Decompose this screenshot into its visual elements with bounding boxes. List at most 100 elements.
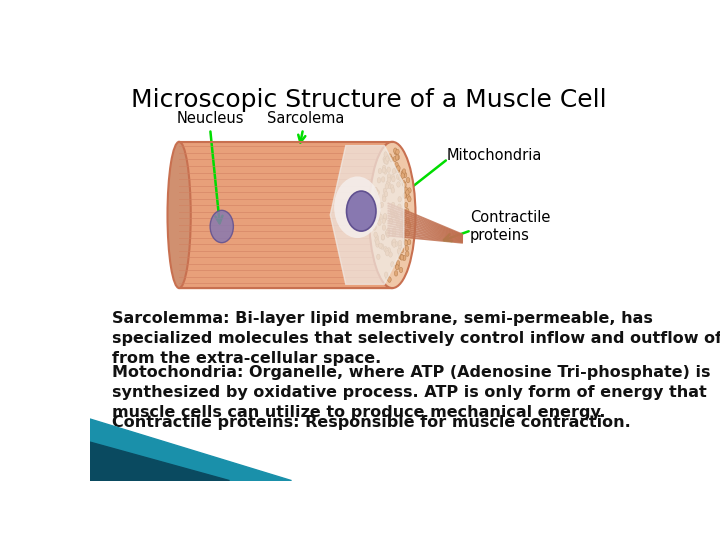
Ellipse shape xyxy=(382,197,386,202)
Ellipse shape xyxy=(408,197,411,202)
Ellipse shape xyxy=(397,174,400,179)
Text: Neucleus: Neucleus xyxy=(176,111,244,126)
Ellipse shape xyxy=(402,255,406,261)
Ellipse shape xyxy=(396,217,399,222)
Ellipse shape xyxy=(394,211,397,217)
Ellipse shape xyxy=(392,177,395,182)
Ellipse shape xyxy=(396,154,400,160)
Ellipse shape xyxy=(400,267,402,273)
Ellipse shape xyxy=(400,231,403,237)
Ellipse shape xyxy=(376,240,379,245)
Ellipse shape xyxy=(387,177,391,183)
Ellipse shape xyxy=(386,275,389,280)
Ellipse shape xyxy=(399,176,402,181)
Ellipse shape xyxy=(384,158,387,164)
Ellipse shape xyxy=(406,178,410,183)
Ellipse shape xyxy=(385,248,388,253)
Ellipse shape xyxy=(377,211,380,216)
Ellipse shape xyxy=(396,264,399,269)
Ellipse shape xyxy=(398,253,402,259)
Ellipse shape xyxy=(383,213,387,219)
Ellipse shape xyxy=(390,157,393,162)
Ellipse shape xyxy=(399,244,402,249)
Ellipse shape xyxy=(398,240,402,246)
Ellipse shape xyxy=(384,191,388,197)
Ellipse shape xyxy=(407,194,410,200)
Ellipse shape xyxy=(403,192,407,198)
Ellipse shape xyxy=(405,251,409,256)
Ellipse shape xyxy=(384,159,388,164)
Ellipse shape xyxy=(392,242,396,247)
Ellipse shape xyxy=(334,177,381,238)
Ellipse shape xyxy=(376,212,379,217)
Ellipse shape xyxy=(382,225,386,230)
Ellipse shape xyxy=(385,184,389,189)
Ellipse shape xyxy=(385,231,389,236)
Ellipse shape xyxy=(384,169,387,174)
Ellipse shape xyxy=(391,262,394,267)
Ellipse shape xyxy=(380,244,384,249)
Ellipse shape xyxy=(378,220,381,226)
Ellipse shape xyxy=(210,210,233,242)
Ellipse shape xyxy=(386,156,390,161)
Ellipse shape xyxy=(384,272,388,278)
Ellipse shape xyxy=(400,221,404,226)
Ellipse shape xyxy=(405,246,409,251)
Polygon shape xyxy=(179,142,392,288)
Ellipse shape xyxy=(382,218,385,224)
Ellipse shape xyxy=(386,180,390,186)
Ellipse shape xyxy=(377,178,381,183)
Ellipse shape xyxy=(396,261,400,266)
Ellipse shape xyxy=(394,148,397,153)
Ellipse shape xyxy=(373,225,376,230)
Ellipse shape xyxy=(400,255,404,260)
Ellipse shape xyxy=(388,154,392,159)
Ellipse shape xyxy=(381,234,384,240)
Ellipse shape xyxy=(402,233,405,239)
Ellipse shape xyxy=(408,222,411,228)
Ellipse shape xyxy=(397,222,400,227)
Ellipse shape xyxy=(387,228,390,234)
Ellipse shape xyxy=(397,166,400,171)
Ellipse shape xyxy=(388,183,392,188)
Ellipse shape xyxy=(397,182,400,187)
Ellipse shape xyxy=(401,171,405,176)
Ellipse shape xyxy=(401,173,405,178)
Ellipse shape xyxy=(383,215,387,221)
Text: Contractile proteins: Responsible for muscle contraction.: Contractile proteins: Responsible for mu… xyxy=(112,415,631,430)
Ellipse shape xyxy=(376,242,379,247)
Ellipse shape xyxy=(393,157,397,162)
Ellipse shape xyxy=(403,172,407,178)
Ellipse shape xyxy=(395,271,397,276)
Ellipse shape xyxy=(386,230,389,235)
Ellipse shape xyxy=(382,165,386,171)
Ellipse shape xyxy=(402,213,405,218)
Ellipse shape xyxy=(346,191,376,231)
Ellipse shape xyxy=(391,212,395,218)
Ellipse shape xyxy=(382,177,385,182)
Ellipse shape xyxy=(381,235,384,240)
Ellipse shape xyxy=(398,197,401,202)
Text: Motochondria: Organelle, where ATP (Adenosine Tri-phosphate) is
synthesized by o: Motochondria: Organelle, where ATP (Aden… xyxy=(112,365,710,420)
Ellipse shape xyxy=(374,187,377,193)
Ellipse shape xyxy=(385,251,389,256)
Ellipse shape xyxy=(408,188,411,193)
Ellipse shape xyxy=(400,247,404,253)
Ellipse shape xyxy=(395,241,398,246)
Ellipse shape xyxy=(383,157,387,162)
Ellipse shape xyxy=(375,238,378,243)
Ellipse shape xyxy=(384,246,387,252)
Ellipse shape xyxy=(385,159,389,164)
Ellipse shape xyxy=(402,169,406,174)
Ellipse shape xyxy=(384,152,387,157)
Ellipse shape xyxy=(402,180,405,186)
Ellipse shape xyxy=(406,231,410,236)
Ellipse shape xyxy=(390,208,394,214)
Ellipse shape xyxy=(376,215,379,221)
Ellipse shape xyxy=(400,254,403,260)
Ellipse shape xyxy=(405,240,408,246)
Text: Sarcolemma: Bi-layer lipid membrane, semi-permeable, has
specialized molecules t: Sarcolemma: Bi-layer lipid membrane, sem… xyxy=(112,311,720,366)
Ellipse shape xyxy=(386,232,390,238)
Ellipse shape xyxy=(383,188,387,193)
Ellipse shape xyxy=(403,239,407,245)
